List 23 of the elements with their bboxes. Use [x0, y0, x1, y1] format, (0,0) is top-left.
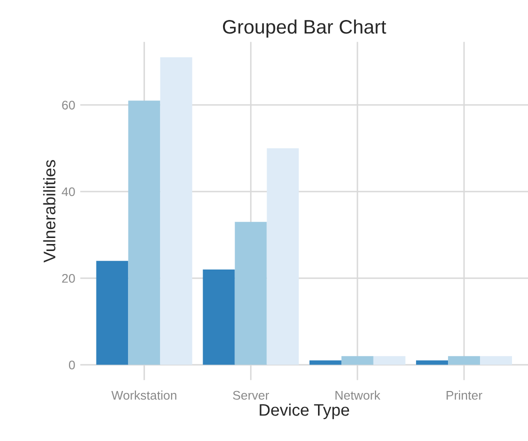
bar — [448, 356, 480, 365]
bar — [416, 360, 448, 365]
bar — [234, 222, 267, 365]
bar — [341, 356, 374, 365]
x-tick-label: Server — [232, 390, 270, 400]
bar — [160, 57, 192, 365]
bar — [128, 100, 160, 365]
y-tick-label: 20 — [62, 274, 75, 283]
bar — [309, 360, 342, 365]
y-tick-label: 40 — [62, 187, 75, 196]
y-axis-title: Vulnerabilities — [43, 160, 56, 263]
x-tick-label: Workstation — [111, 390, 176, 400]
x-tick-label: Printer — [446, 390, 482, 400]
x-axis-title: Device Type — [260, 404, 350, 420]
bar — [96, 260, 128, 365]
x-tick-label: Network — [336, 390, 380, 400]
y-tick-label: 60 — [62, 100, 75, 110]
bar — [266, 148, 299, 365]
bar — [202, 269, 235, 365]
bar — [373, 356, 406, 365]
bar — [480, 356, 512, 365]
y-tick-label: 0 — [68, 360, 75, 370]
chart-title: Grouped Bar Chart — [222, 19, 386, 38]
